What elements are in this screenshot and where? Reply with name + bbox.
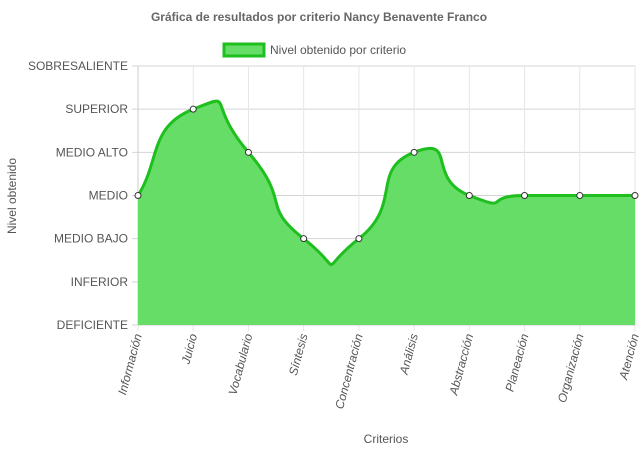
y-tick-label: MEDIO	[89, 189, 128, 203]
x-tick-label: Organización	[555, 332, 587, 404]
data-point[interactable]	[244, 148, 252, 156]
data-point[interactable]	[410, 148, 418, 156]
y-tick-label: SOBRESALIENTE	[28, 59, 128, 73]
series-fill	[138, 101, 635, 325]
x-tick-label: Atención	[616, 332, 639, 382]
x-tick-label: Abstracción	[446, 332, 476, 397]
data-point[interactable]	[134, 192, 142, 199]
x-axis-ticks: Información Juicio Vocabulario Síntesis Conc…	[115, 332, 639, 411]
chart-title: Gráfica de resultados por criterio Nancy…	[151, 10, 487, 24]
y-axis-ticks: DEFICIENTE INFERIOR MEDIO BAJO MEDIO MEDIO A…	[28, 59, 128, 332]
data-point[interactable]	[576, 192, 584, 199]
y-tick-label: MEDIO ALTO	[56, 145, 128, 159]
y-axis-label: Nivel obtenido	[5, 158, 19, 234]
x-tick-label: Vocabulario	[226, 332, 256, 397]
data-point[interactable]	[300, 235, 308, 243]
legend-label: Nivel obtenido por criterio	[270, 43, 406, 57]
x-tick-label: Análisis	[397, 332, 421, 377]
x-axis-label: Criterios	[364, 432, 409, 446]
series-line	[136, 99, 635, 266]
legend[interactable]: Nivel obtenido por criterio	[222, 42, 406, 58]
x-tick-label: Concentración	[332, 332, 366, 411]
data-points	[134, 105, 639, 243]
y-tick-label: SUPERIOR	[65, 102, 128, 116]
data-point[interactable]	[355, 235, 363, 243]
legend-swatch	[222, 42, 266, 58]
data-point[interactable]	[631, 192, 639, 199]
y-tick-label: DEFICIENTE	[57, 318, 128, 332]
data-point[interactable]	[465, 192, 473, 199]
x-tick-label: Información	[115, 332, 145, 396]
series-area	[136, 99, 635, 325]
y-tick-label: INFERIOR	[71, 275, 129, 289]
data-point[interactable]	[521, 192, 529, 199]
data-point[interactable]	[189, 105, 197, 113]
x-tick-label: Planeación	[503, 332, 532, 393]
x-tick-label: Juicio	[178, 332, 200, 367]
y-tick-label: MEDIO BAJO	[54, 232, 128, 246]
x-tick-label: Síntesis	[286, 332, 311, 377]
